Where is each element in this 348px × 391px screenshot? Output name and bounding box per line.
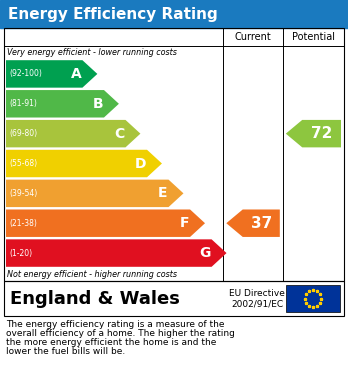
Text: overall efficiency of a home. The higher the rating: overall efficiency of a home. The higher… — [6, 329, 235, 338]
Text: lower the fuel bills will be.: lower the fuel bills will be. — [6, 347, 125, 356]
Polygon shape — [6, 90, 119, 118]
Text: (55-68): (55-68) — [9, 159, 37, 168]
Text: E: E — [158, 187, 167, 200]
Polygon shape — [6, 150, 162, 177]
Bar — [286, 285, 340, 312]
Text: C: C — [114, 127, 125, 141]
Text: Potential: Potential — [292, 32, 335, 42]
Polygon shape — [226, 210, 280, 237]
Polygon shape — [6, 120, 141, 147]
Text: England & Wales: England & Wales — [10, 289, 180, 307]
Bar — [4, 281, 344, 316]
Text: Very energy efficient - lower running costs: Very energy efficient - lower running co… — [7, 48, 177, 57]
Text: B: B — [92, 97, 103, 111]
Text: The energy efficiency rating is a measure of the: The energy efficiency rating is a measur… — [6, 320, 224, 329]
Text: Energy Efficiency Rating: Energy Efficiency Rating — [8, 7, 218, 22]
Polygon shape — [6, 239, 227, 267]
Polygon shape — [286, 120, 341, 147]
Text: F: F — [180, 216, 189, 230]
Polygon shape — [6, 179, 183, 207]
Text: EU Directive: EU Directive — [229, 289, 285, 298]
Polygon shape — [6, 60, 97, 88]
Text: (92-100): (92-100) — [9, 70, 42, 79]
Text: (81-91): (81-91) — [9, 99, 37, 108]
Text: Not energy efficient - higher running costs: Not energy efficient - higher running co… — [7, 270, 177, 279]
Text: (21-38): (21-38) — [9, 219, 37, 228]
Text: (39-54): (39-54) — [9, 189, 37, 198]
Text: A: A — [71, 67, 81, 81]
Bar — [0, 0, 348, 28]
Text: D: D — [135, 156, 146, 170]
Text: Current: Current — [235, 32, 271, 42]
Polygon shape — [6, 210, 205, 237]
Text: the more energy efficient the home is and the: the more energy efficient the home is an… — [6, 338, 216, 347]
Text: (1-20): (1-20) — [9, 249, 32, 258]
Text: 2002/91/EC: 2002/91/EC — [231, 299, 283, 308]
Text: G: G — [199, 246, 211, 260]
Bar — [4, 28, 344, 281]
Text: (69-80): (69-80) — [9, 129, 37, 138]
Text: 37: 37 — [251, 216, 272, 231]
Text: 72: 72 — [311, 126, 332, 141]
